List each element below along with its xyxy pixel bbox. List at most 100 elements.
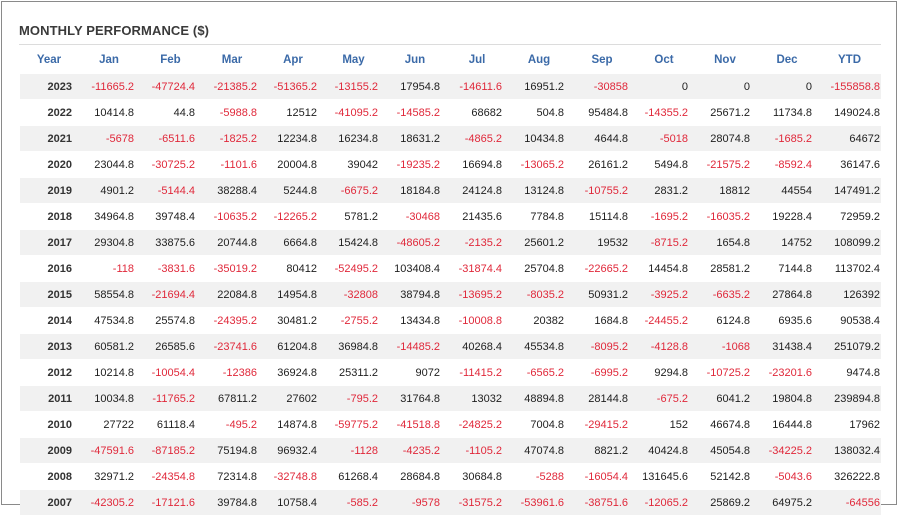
month-cell: 36924.8	[263, 360, 323, 386]
month-cell: -12065.2	[634, 490, 694, 515]
month-cell: 10034.8	[78, 386, 140, 412]
month-cell: 8821.2	[570, 438, 634, 464]
table-body: 2023-11665.2-47724.4-21385.2-51365.2-131…	[20, 74, 881, 515]
month-cell: 152	[634, 412, 694, 438]
year-cell: 2023	[20, 74, 78, 100]
month-cell: 14874.8	[263, 412, 323, 438]
month-cell: -1128	[323, 438, 384, 464]
month-cell: 27864.8	[756, 282, 818, 308]
month-cell: 29304.8	[78, 230, 140, 256]
month-cell: -52495.2	[323, 256, 384, 282]
month-cell: 72314.8	[201, 464, 263, 490]
month-cell: 5494.8	[634, 152, 694, 178]
ytd-cell: -155858.8	[818, 74, 881, 100]
column-header-nov: Nov	[694, 47, 756, 74]
month-cell: 40268.4	[446, 334, 508, 360]
month-cell: 4644.8	[570, 126, 634, 152]
month-cell: 16951.2	[508, 74, 570, 100]
month-cell: -8715.2	[634, 230, 694, 256]
month-cell: -24354.8	[140, 464, 201, 490]
column-header-oct: Oct	[634, 47, 694, 74]
month-cell: -3831.6	[140, 256, 201, 282]
month-cell: 10758.4	[263, 490, 323, 515]
month-cell: 504.8	[508, 100, 570, 126]
month-cell: -87185.2	[140, 438, 201, 464]
month-cell: 38794.8	[384, 282, 446, 308]
month-cell: -6511.6	[140, 126, 201, 152]
ytd-cell: 239894.8	[818, 386, 881, 412]
ytd-cell: 138032.4	[818, 438, 881, 464]
month-cell: -22665.2	[570, 256, 634, 282]
month-cell: 20004.8	[263, 152, 323, 178]
month-cell: 12512	[263, 100, 323, 126]
year-cell: 2015	[20, 282, 78, 308]
month-cell: -21575.2	[694, 152, 756, 178]
month-cell: 26585.6	[140, 334, 201, 360]
month-cell: 24124.8	[446, 178, 508, 204]
month-cell: 7784.8	[508, 204, 570, 230]
year-cell: 2008	[20, 464, 78, 490]
month-cell: 16694.8	[446, 152, 508, 178]
month-cell: -795.2	[323, 386, 384, 412]
month-cell: -14611.6	[446, 74, 508, 100]
month-cell: -12386	[201, 360, 263, 386]
month-cell: 31438.4	[756, 334, 818, 360]
month-cell: 10434.8	[508, 126, 570, 152]
month-cell: 40424.8	[634, 438, 694, 464]
month-cell: 18812	[694, 178, 756, 204]
month-cell: -30468	[384, 204, 446, 230]
month-cell: -8035.2	[508, 282, 570, 308]
month-cell: 2831.2	[634, 178, 694, 204]
column-header-jun: Jun	[384, 47, 446, 74]
table-row: 2023-11665.2-47724.4-21385.2-51365.2-131…	[20, 74, 881, 100]
month-cell: -4235.2	[384, 438, 446, 464]
month-cell: -6995.2	[570, 360, 634, 386]
month-cell: -11665.2	[78, 74, 140, 100]
month-cell: 19804.8	[756, 386, 818, 412]
month-cell: 60581.2	[78, 334, 140, 360]
month-cell: 36984.8	[323, 334, 384, 360]
column-header-mar: Mar	[201, 47, 263, 74]
month-cell: 39042	[323, 152, 384, 178]
month-cell: -1695.2	[634, 204, 694, 230]
month-cell: -32808	[323, 282, 384, 308]
month-cell: -5988.8	[201, 100, 263, 126]
month-cell: 25311.2	[323, 360, 384, 386]
month-cell: 0	[634, 74, 694, 100]
month-cell: -53961.6	[508, 490, 570, 515]
column-header-aug: Aug	[508, 47, 570, 74]
month-cell: -48605.2	[384, 230, 446, 256]
month-cell: -6635.2	[694, 282, 756, 308]
month-cell: -4128.8	[634, 334, 694, 360]
month-cell: 10414.8	[78, 100, 140, 126]
month-cell: -675.2	[634, 386, 694, 412]
month-cell: 30481.2	[263, 308, 323, 334]
year-cell: 2014	[20, 308, 78, 334]
month-cell: 17954.8	[384, 74, 446, 100]
month-cell: 25704.8	[508, 256, 570, 282]
month-cell: -14485.2	[384, 334, 446, 360]
month-cell: -118	[78, 256, 140, 282]
month-cell: 20382	[508, 308, 570, 334]
month-cell: 68682	[446, 100, 508, 126]
ytd-cell: -64556	[818, 490, 881, 515]
month-cell: 28144.8	[570, 386, 634, 412]
month-cell: -38751.6	[570, 490, 634, 515]
month-cell: -24395.2	[201, 308, 263, 334]
month-cell: 12234.8	[263, 126, 323, 152]
month-cell: -11765.2	[140, 386, 201, 412]
ytd-cell: 251079.2	[818, 334, 881, 360]
column-header-apr: Apr	[263, 47, 323, 74]
month-cell: 31764.8	[384, 386, 446, 412]
month-cell: -1825.2	[201, 126, 263, 152]
month-cell: -9578	[384, 490, 446, 515]
month-cell: -6565.2	[508, 360, 570, 386]
month-cell: -23741.6	[201, 334, 263, 360]
